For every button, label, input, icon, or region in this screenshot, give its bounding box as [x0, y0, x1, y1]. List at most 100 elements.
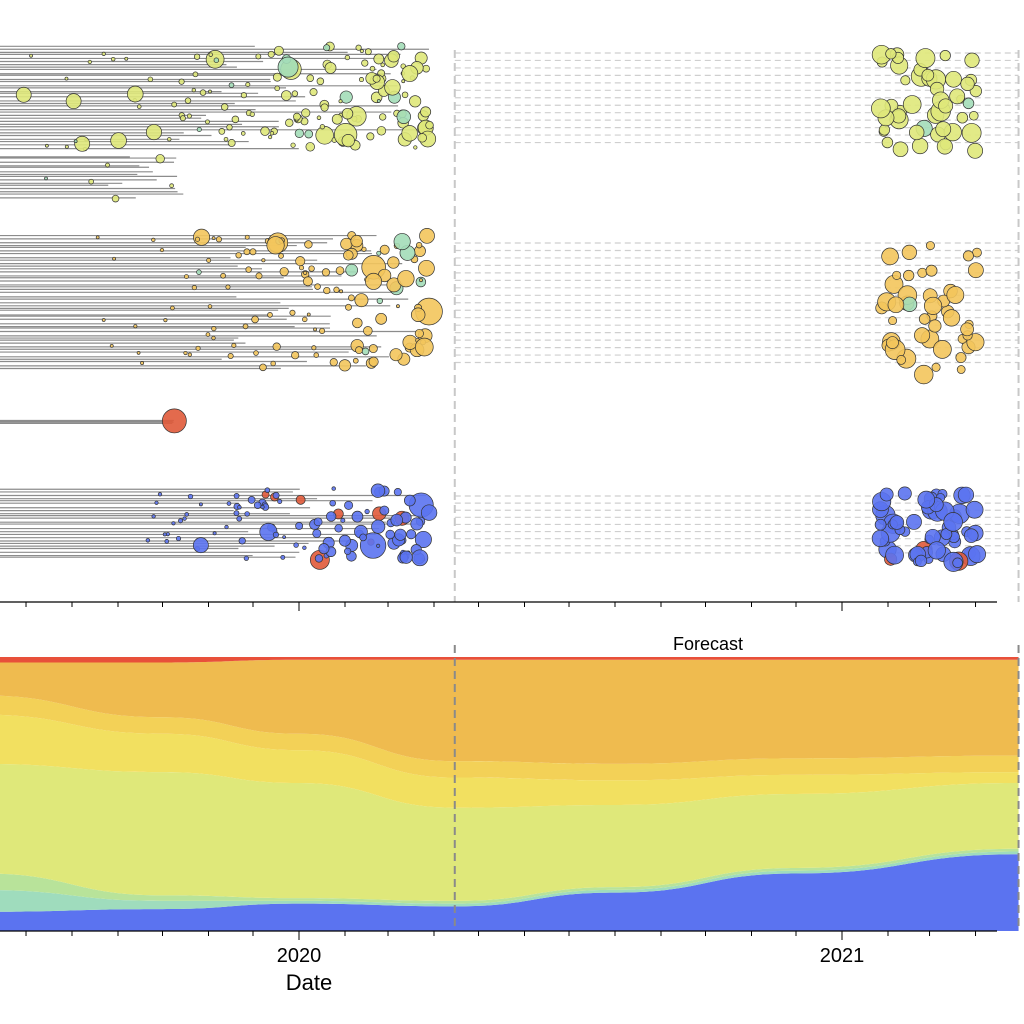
- tip-marker: [293, 542, 299, 548]
- tip-marker: [313, 517, 323, 527]
- tip-marker: [348, 294, 355, 302]
- projected-tip-marker: [956, 365, 966, 374]
- projected-tip-marker: [933, 339, 952, 359]
- tip-marker: [244, 234, 250, 240]
- projected-tip-marker: [879, 487, 894, 502]
- tip-marker: [340, 517, 346, 523]
- tip-marker: [414, 530, 432, 548]
- tip-marker: [274, 45, 284, 56]
- tree-clade-group: [0, 228, 1019, 385]
- projected-tip-marker: [962, 97, 975, 110]
- tip-marker: [364, 508, 370, 515]
- tip-marker: [218, 128, 226, 135]
- projected-tip-marker: [935, 121, 952, 138]
- tip-marker: [240, 92, 247, 99]
- tip-marker: [361, 59, 369, 67]
- tip-marker: [171, 521, 176, 526]
- tip-marker: [226, 124, 233, 131]
- tip-marker: [339, 289, 344, 294]
- projected-tip-marker: [921, 68, 935, 82]
- tip-marker: [182, 516, 187, 521]
- tip-marker: [371, 519, 386, 534]
- tip-marker: [227, 139, 236, 147]
- tip-marker: [304, 129, 314, 139]
- area-series: [0, 678, 1019, 781]
- tip-marker: [294, 128, 304, 138]
- tip-marker: [312, 529, 322, 538]
- projected-tip-marker: [917, 267, 928, 278]
- tip-marker: [136, 351, 141, 355]
- tip-marker: [376, 297, 383, 305]
- tip-marker: [319, 124, 325, 130]
- tip-marker: [345, 263, 358, 277]
- tip-marker: [397, 270, 415, 288]
- tip-marker: [101, 318, 106, 322]
- tip-marker: [272, 72, 282, 82]
- projected-tip-marker: [964, 52, 980, 68]
- tip-marker: [179, 115, 186, 122]
- tip-marker: [415, 242, 423, 249]
- area-series: [0, 700, 1019, 808]
- projected-tip-marker: [942, 309, 961, 327]
- tip-marker: [194, 236, 201, 242]
- tip-marker: [261, 258, 266, 263]
- tip-marker: [220, 103, 229, 111]
- tip-marker: [393, 233, 411, 251]
- projected-tip-marker: [911, 137, 929, 155]
- tip-marker: [313, 352, 319, 358]
- tip-marker: [270, 360, 276, 367]
- tip-marker: [212, 531, 217, 536]
- tip-marker: [227, 353, 234, 360]
- tip-marker: [289, 309, 296, 316]
- tip-marker: [147, 76, 154, 83]
- tip-marker: [199, 89, 207, 96]
- tip-marker: [184, 512, 190, 517]
- tip-marker: [260, 126, 270, 136]
- projected-tip-marker: [969, 111, 979, 121]
- tip-marker: [206, 257, 212, 263]
- tip-marker: [329, 358, 338, 367]
- tip-marker: [278, 253, 284, 259]
- projected-tip-marker: [925, 241, 935, 251]
- tip-marker: [191, 284, 197, 291]
- tip-marker: [334, 524, 343, 533]
- tip-marker: [387, 50, 400, 63]
- tip-marker: [272, 342, 281, 351]
- tip-marker: [255, 272, 263, 280]
- tip-marker: [245, 266, 252, 273]
- tree-clade-group: [0, 483, 1019, 572]
- tip-marker: [379, 113, 387, 121]
- tip-marker: [157, 492, 163, 497]
- tip-marker: [136, 104, 142, 109]
- x-axis-title: Date: [286, 970, 332, 995]
- tip-marker: [419, 228, 435, 244]
- tip-marker: [339, 90, 353, 104]
- tip-marker: [384, 79, 401, 96]
- tip-marker: [45, 143, 49, 148]
- projected-tip-marker: [874, 518, 887, 531]
- tip-marker: [110, 56, 116, 62]
- tip-marker: [111, 194, 120, 203]
- tip-marker: [344, 500, 354, 510]
- tree-clade-group: [0, 408, 187, 434]
- projected-tip-marker: [927, 541, 946, 560]
- tip-marker: [64, 76, 69, 81]
- tip-marker: [419, 278, 423, 283]
- tip-marker: [393, 488, 402, 497]
- tip-marker: [171, 101, 178, 108]
- projected-tip-marker: [923, 296, 943, 315]
- tip-marker: [124, 56, 129, 61]
- tip-marker: [207, 304, 213, 309]
- tip-marker: [341, 107, 354, 120]
- tip-marker: [291, 351, 300, 360]
- projected-tip-marker: [967, 262, 984, 279]
- tip-marker: [277, 499, 283, 505]
- tip-marker: [295, 256, 306, 267]
- projected-tip-marker: [892, 141, 909, 158]
- tip-marker: [323, 286, 331, 295]
- tip-marker: [196, 269, 202, 275]
- tip-marker: [260, 504, 265, 510]
- tip-marker: [315, 126, 334, 145]
- tip-marker: [259, 522, 278, 541]
- axes: [0, 50, 1020, 940]
